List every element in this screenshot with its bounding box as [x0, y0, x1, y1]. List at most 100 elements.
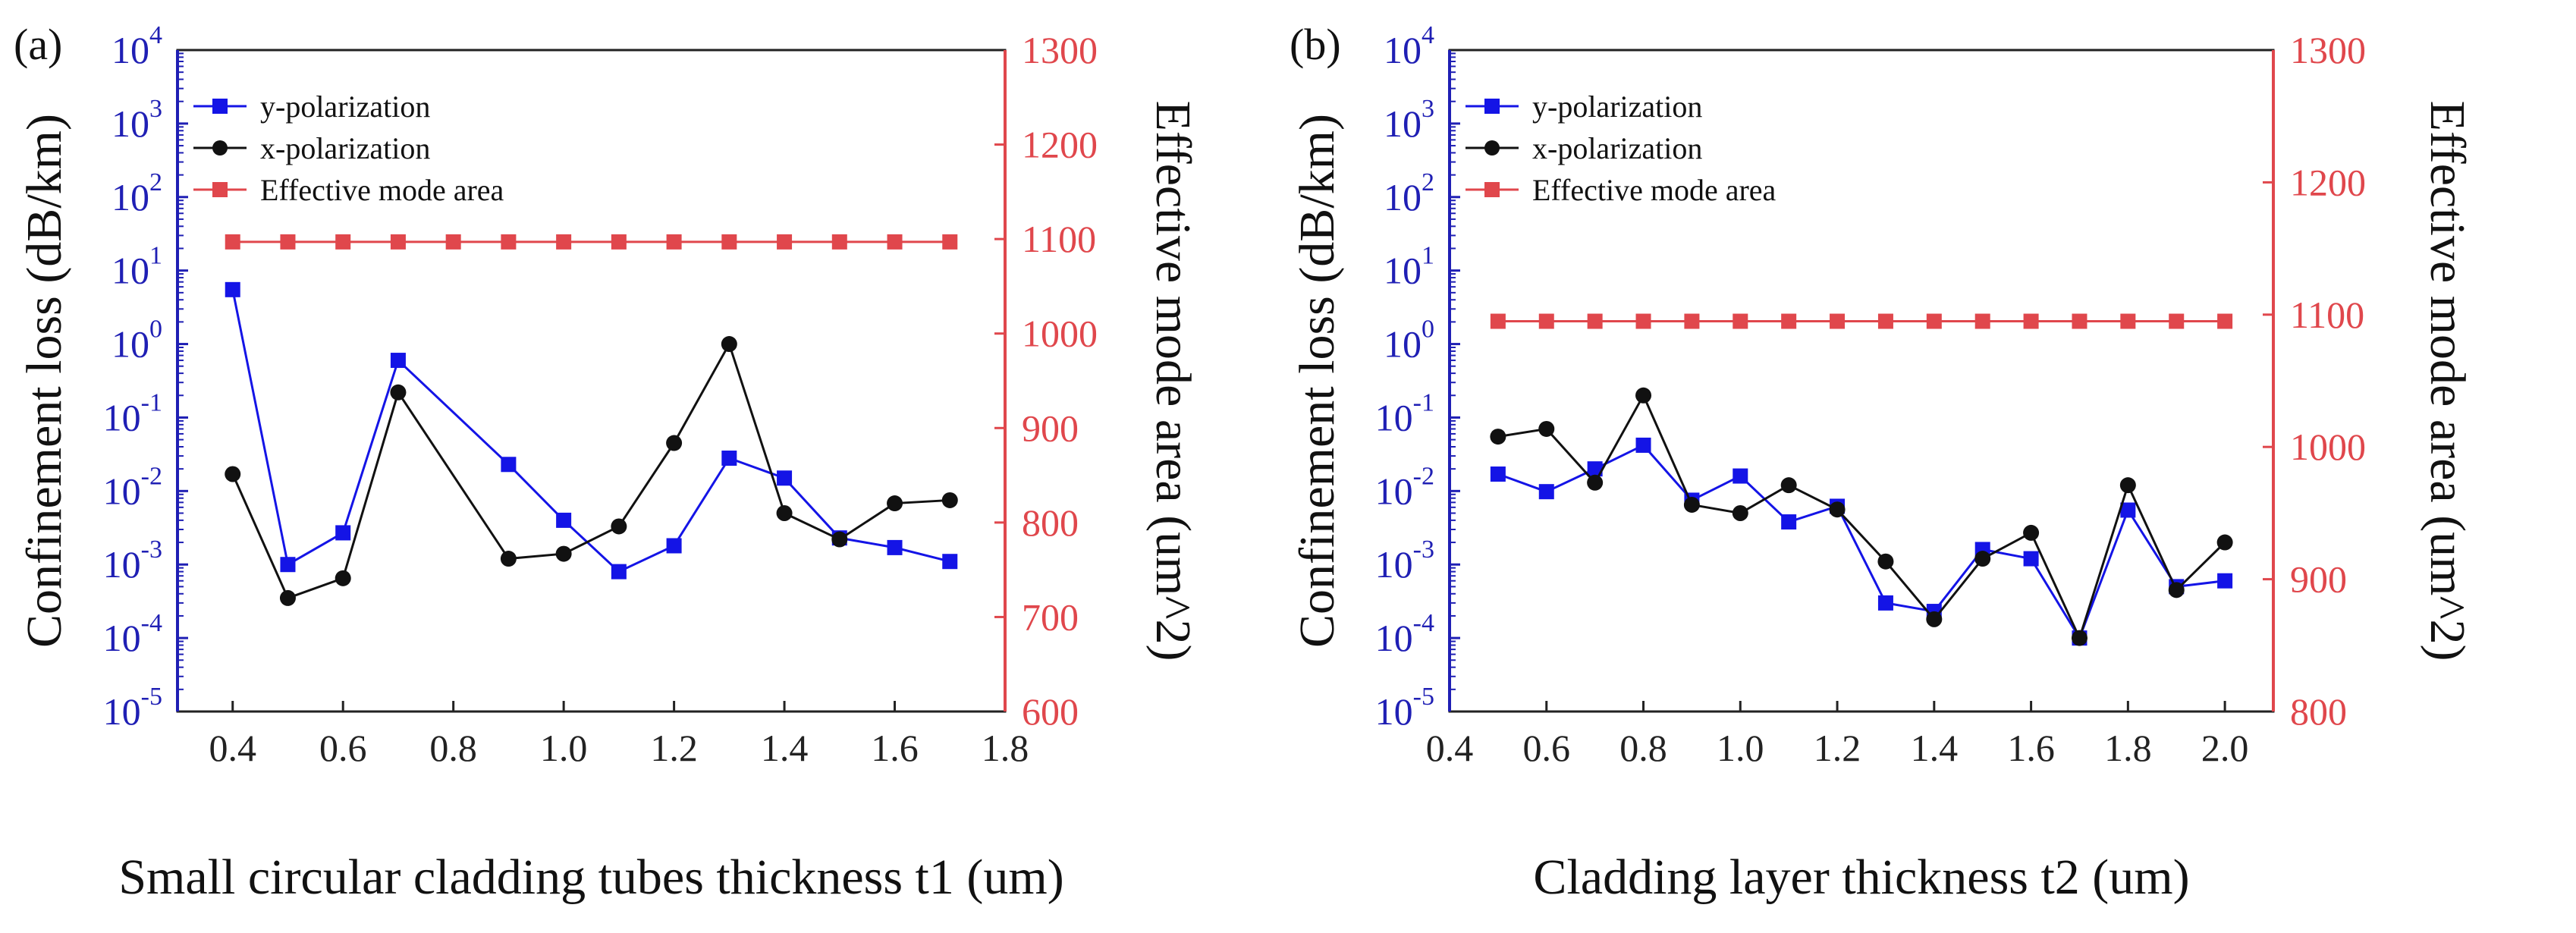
- panel-a-point-2-6: [556, 234, 572, 250]
- panel-a-point-1-10: [831, 531, 848, 548]
- panel-a-point-1-2: [335, 570, 351, 586]
- panel-a-y-right-tick-label-2: 1100: [1022, 218, 1096, 260]
- panel-a-point-2-2: [335, 234, 351, 250]
- panel-a-point-2-11: [831, 234, 847, 250]
- panel-a-point-1-0: [225, 466, 241, 482]
- panel-a-y-left-tick-label-4: 100: [112, 316, 162, 366]
- panel-b: (b) 0.4 0.6 0.8 1.0 1.2 1.4 1.6 1.8 2.0 104 103 102…: [1290, 20, 2475, 905]
- panel-b-point-2-9: [1926, 313, 1942, 329]
- panel-a-point-2-0: [225, 234, 240, 250]
- panel-a-point-2-8: [666, 234, 682, 250]
- panel-a-point-0-2: [335, 525, 351, 541]
- panel-b-point-2-14: [2169, 313, 2185, 329]
- panel-a-y-right-tick-label-6: 700: [1022, 595, 1079, 638]
- panel-a-point-1-5: [555, 545, 572, 562]
- panel-a-point-1-7: [666, 435, 683, 451]
- panel-a-point-2-9: [721, 234, 737, 250]
- panel-b-point-1-13: [2119, 477, 2136, 494]
- panel-a-point-2-4: [445, 234, 461, 250]
- panel-b-point-2-1: [1538, 313, 1554, 329]
- panel-b-x-tick-label-2: 0.8: [1619, 727, 1667, 769]
- panel-b-y-right-tick-label-3: 1000: [2290, 426, 2366, 468]
- panel-b-series-x-polarization: [1490, 387, 2233, 646]
- panel-b-point-0-2: [1587, 461, 1603, 477]
- panel-a-x-tick-label-1: 0.6: [319, 727, 367, 769]
- panel-a-y-left-tick-label-8: 10-4: [103, 609, 162, 659]
- panel-b-point-2-4: [1684, 313, 1700, 329]
- panel-a-point-1-11: [887, 495, 903, 512]
- panel-a-point-1-12: [941, 492, 958, 508]
- panel-b-point-2-3: [1635, 313, 1651, 329]
- panel-a-y-left-tick-label-2: 102: [112, 168, 162, 218]
- panel-b-point-2-5: [1733, 313, 1748, 329]
- panel-a-point-1-4: [500, 551, 517, 567]
- panel-a-point-2-3: [390, 234, 406, 250]
- panel-a-point-2-5: [501, 234, 517, 250]
- panel-a-y-right-tick-label-1: 1200: [1022, 124, 1098, 166]
- panel-a-series-effective-mode-area: [225, 234, 958, 250]
- panel-a-x-tick-label-2: 0.8: [429, 727, 477, 769]
- panel-b-point-1-7: [1829, 501, 1846, 518]
- panel-a-point-0-8: [721, 451, 737, 466]
- panel-b-y-right-tick-label-2: 1100: [2290, 294, 2364, 336]
- panel-a-point-0-0: [225, 281, 240, 297]
- panel-b-point-1-9: [1926, 611, 1943, 627]
- panel-a-point-1-1: [279, 589, 296, 606]
- panel-a-y-left-tick-label-1: 103: [112, 95, 162, 145]
- panel-a-series-line-1: [231, 341, 950, 600]
- panel-b-point-0-5: [1733, 468, 1748, 484]
- panel-b-point-2-15: [2217, 313, 2233, 329]
- panel-a-y-left-tick-label-3: 101: [112, 242, 162, 292]
- panel-a-legend: y-polarization x-polarization Effective …: [193, 90, 504, 207]
- panel-b-series-line-0: [1497, 444, 2226, 641]
- panel-b-y-left-tick-label-8: 10-4: [1375, 609, 1434, 659]
- panel-b-point-2-7: [1830, 313, 1846, 329]
- panel-a-point-0-6: [611, 564, 627, 580]
- panel-a-y-left-title: Confinement loss (dB/km): [17, 114, 72, 648]
- panel-a-legend-y-polarization: y-polarization: [193, 90, 430, 124]
- panel-b-x-tick-label-4: 1.2: [1814, 727, 1861, 769]
- panel-a-y-left-tick-label-0: 104: [112, 21, 162, 71]
- panel-a-x-tick-label-4: 1.2: [650, 727, 698, 769]
- panel-a-y-right-tick-label-3: 1000: [1022, 313, 1098, 355]
- panel-a-point-1-6: [611, 518, 627, 535]
- panel-b-point-2-2: [1587, 313, 1603, 329]
- panel-b-y-right-tick-label-4: 900: [2290, 558, 2347, 601]
- panel-a-point-2-1: [280, 234, 296, 250]
- panel-a-x-tick-label-3: 1.0: [540, 727, 588, 769]
- svg-text:x-polarization: x-polarization: [1532, 131, 1702, 165]
- svg-text:x-polarization: x-polarization: [260, 131, 430, 165]
- panel-b-x-title: Cladding layer thickness t2 (um): [1533, 850, 2189, 905]
- panel-b-point-1-15: [2216, 534, 2233, 551]
- panel-b-y-left-title: Confinement loss (dB/km): [1290, 114, 1345, 648]
- panel-b-point-2-10: [1974, 313, 1990, 329]
- panel-b-point-0-1: [1538, 484, 1554, 500]
- panel-a-point-0-3: [390, 353, 406, 369]
- panel-a-y-left-tick-label-6: 10-2: [103, 462, 162, 512]
- panel-b-legend-x-polarization: x-polarization: [1465, 131, 1702, 165]
- panel-b-y-left-tick-label-6: 10-2: [1375, 462, 1434, 512]
- panel-a-y-right-tick-label-0: 1300: [1022, 29, 1098, 71]
- panel-b-point-0-0: [1490, 466, 1506, 482]
- panel-a-point-2-13: [942, 234, 958, 250]
- panel-b-point-0-13: [2120, 502, 2136, 518]
- panel-b-x-tick-label-1: 0.6: [1523, 727, 1571, 769]
- panel-a-point-1-9: [776, 504, 793, 521]
- panel-a-x-tick-label-7: 1.8: [982, 727, 1029, 769]
- panel-b-point-0-3: [1635, 437, 1651, 453]
- panel-b-point-1-14: [2168, 582, 2185, 598]
- panel-b-x-tick-label-3: 1.0: [1717, 727, 1764, 769]
- panel-b-x-tick-label-5: 1.4: [1911, 727, 1959, 769]
- panel-b-point-1-6: [1780, 477, 1797, 494]
- panel-a-point-0-4: [501, 457, 517, 473]
- panel-a-x-tick-label-5: 1.4: [761, 727, 809, 769]
- panel-b-point-1-1: [1538, 420, 1555, 437]
- panel-a-point-2-12: [887, 234, 903, 250]
- panel-b-y-left-tick-label-7: 10-3: [1375, 536, 1434, 586]
- panel-a-y-left-tick-label-7: 10-3: [103, 536, 162, 586]
- panel-a-point-0-12: [942, 554, 958, 570]
- panel-a-point-1-8: [721, 336, 737, 353]
- svg-text:y-polarization: y-polarization: [1532, 90, 1702, 124]
- panel-b-point-1-8: [1877, 553, 1894, 570]
